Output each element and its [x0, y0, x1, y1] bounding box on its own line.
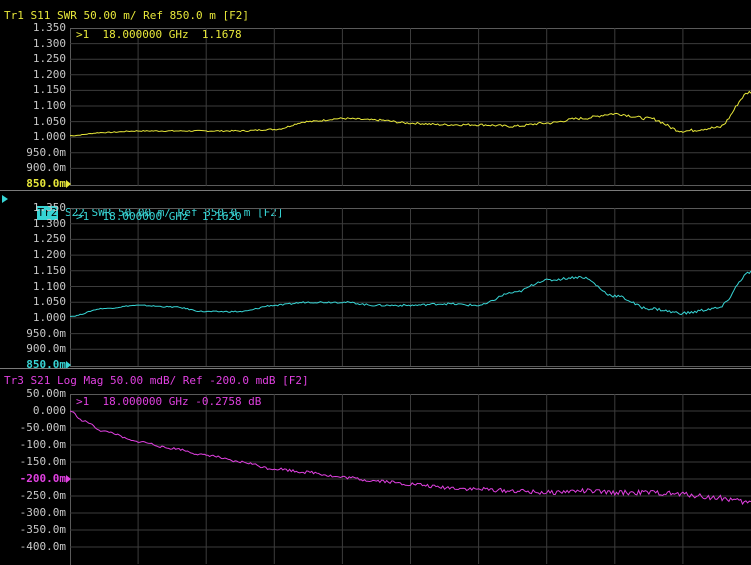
trace-2-marker-readout: >1 18.000000 GHz 1.1620	[76, 210, 242, 223]
y-tick-label: 1.250	[32, 232, 66, 246]
y-tick-label: 1.050	[32, 114, 66, 128]
trace-2-header-text: S22 SWR 50.00 m/ Ref 850.0 m [F2]	[58, 206, 284, 219]
y-tick-label: -300.0m	[19, 506, 66, 519]
y-tick-label: 1.200	[32, 67, 66, 81]
trace-3-plot[interactable]	[70, 394, 751, 564]
panel-divider	[0, 368, 751, 369]
y-tick-label: 1.350	[32, 21, 66, 34]
y-tick-label: 1.100	[32, 99, 66, 112]
y-tick-label: -100.0m	[19, 438, 66, 451]
trace-line-S22	[70, 270, 751, 318]
trace-3-panel[interactable]: Tr3 S21 Log Mag 50.00 mdB/ Ref -200.0 md…	[0, 369, 751, 565]
y-tick-label: 1.150	[32, 263, 66, 277]
active-trace-indicator-icon	[2, 195, 8, 203]
y-tick-label: 50.00m	[26, 387, 66, 400]
y-tick-label: 1.000	[32, 310, 66, 324]
trace-3-marker-readout: >1 18.000000 GHz -0.2758 dB	[76, 395, 262, 408]
reference-level-icon[interactable]	[66, 475, 71, 483]
y-tick-label: -200.0m	[19, 472, 66, 485]
y-tick-label: 1.300	[32, 216, 66, 230]
y-tick-label: 900.0m	[26, 342, 66, 356]
y-tick-label: -250.0m	[19, 489, 66, 502]
y-tick-label: -50.00m	[19, 421, 66, 434]
y-tick-label: 850.0m	[26, 358, 66, 371]
trace-1-panel[interactable]: Tr1 S11 SWR 50.00 m/ Ref 850.0 m [F2] >1…	[0, 0, 751, 190]
y-tick-label: 1.300	[32, 36, 66, 50]
panel-divider	[0, 190, 751, 191]
trace-2-plot[interactable]	[70, 208, 751, 366]
y-tick-label: -400.0m	[19, 540, 66, 553]
trace-line-S21	[70, 410, 751, 506]
trace-line-S11	[70, 90, 751, 137]
y-tick-label: 1.250	[32, 52, 66, 66]
y-tick-label: 1.000	[32, 130, 66, 144]
reference-level-icon[interactable]	[66, 361, 71, 369]
trace-2-header[interactable]: Tr2 S22 SWR 50.00 m/ Ref 850.0 m [F2]	[10, 192, 284, 220]
trace-3-header[interactable]: Tr3 S21 Log Mag 50.00 mdB/ Ref -200.0 md…	[4, 374, 309, 387]
trace-1-plot[interactable]	[70, 28, 751, 186]
y-tick-label: 1.200	[32, 248, 66, 262]
y-tick-label: 1.150	[32, 83, 66, 97]
reference-level-icon[interactable]	[66, 180, 71, 188]
trace-1-marker-readout: >1 18.000000 GHz 1.1678	[76, 28, 242, 41]
y-tick-label: 850.0m	[26, 177, 66, 190]
y-tick-label: 900.0m	[26, 161, 66, 175]
y-tick-label: 0.000	[32, 404, 66, 417]
trace-2-active-badge[interactable]: Tr2	[36, 206, 59, 220]
y-tick-label: 1.100	[32, 279, 66, 293]
y-tick-label: -150.0m	[19, 455, 66, 468]
y-tick-label: 1.350	[32, 201, 66, 214]
y-tick-label: -350.0m	[19, 523, 66, 536]
y-tick-label: 1.050	[32, 295, 66, 309]
trace-2-panel[interactable]: Tr2 S22 SWR 50.00 m/ Ref 850.0 m [F2] >1…	[0, 191, 751, 371]
trace-1-header[interactable]: Tr1 S11 SWR 50.00 m/ Ref 850.0 m [F2]	[4, 9, 250, 22]
y-tick-label: 950.0m	[26, 145, 66, 159]
y-tick-label: 950.0m	[26, 326, 66, 340]
